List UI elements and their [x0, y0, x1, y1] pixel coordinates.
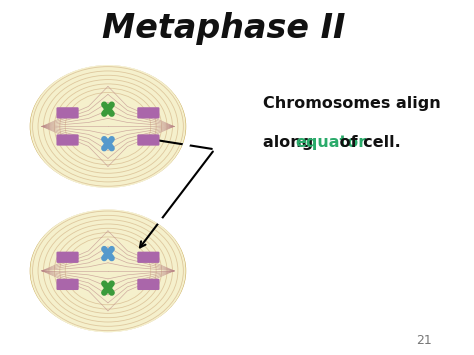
FancyBboxPatch shape	[56, 279, 79, 290]
Text: Metaphase II: Metaphase II	[102, 12, 345, 45]
Ellipse shape	[26, 206, 190, 335]
Ellipse shape	[30, 65, 186, 188]
FancyBboxPatch shape	[137, 107, 159, 119]
Text: equator: equator	[296, 135, 367, 150]
Ellipse shape	[30, 209, 186, 333]
FancyBboxPatch shape	[137, 279, 159, 290]
Ellipse shape	[26, 62, 190, 191]
FancyBboxPatch shape	[56, 252, 79, 263]
FancyBboxPatch shape	[56, 107, 79, 119]
FancyBboxPatch shape	[56, 134, 79, 146]
FancyBboxPatch shape	[137, 134, 159, 146]
Text: along: along	[264, 135, 319, 150]
FancyBboxPatch shape	[137, 252, 159, 263]
Text: 21: 21	[416, 334, 432, 346]
Text: Chromosomes align: Chromosomes align	[264, 96, 441, 111]
Text: of cell.: of cell.	[334, 135, 401, 150]
